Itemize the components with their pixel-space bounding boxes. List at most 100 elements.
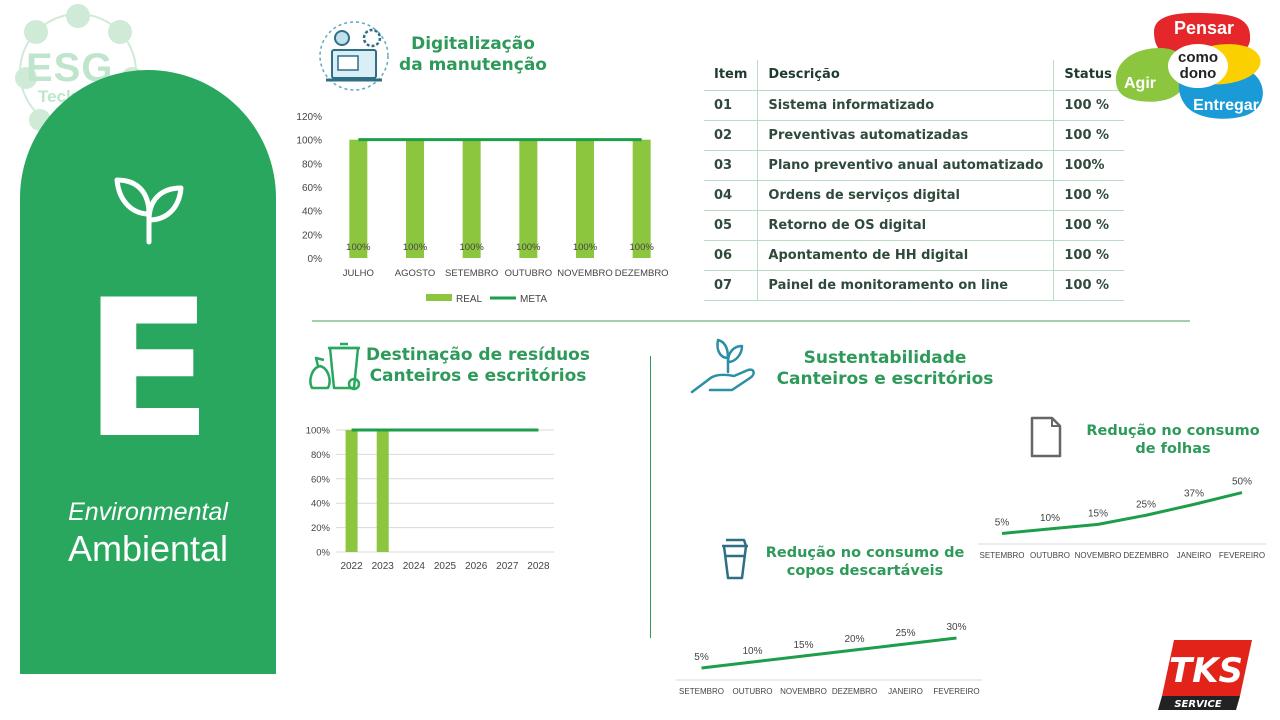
sustentabilidade-title: Sustentabilidade Canteiros e escritórios xyxy=(770,348,1000,391)
logo-como-text: como xyxy=(1178,49,1218,66)
tks-logo-name: TKS xyxy=(1169,651,1243,691)
point-data-label: 25% xyxy=(1136,499,1156,510)
vertical-divider xyxy=(650,356,651,638)
point-data-label: 15% xyxy=(1088,508,1108,519)
bar-real xyxy=(463,140,481,258)
y-tick-label: 100% xyxy=(296,136,322,147)
x-tick-label: OUTUBRO xyxy=(1030,551,1070,560)
banner-letter: E xyxy=(20,275,276,465)
x-tick-label: NOVEMBRO xyxy=(557,268,612,279)
residuos-title-line2: Canteiros e escritórios xyxy=(362,366,594,387)
table-cell-descricao: Ordens de serviços digital xyxy=(758,180,1054,210)
point-data-label: 20% xyxy=(844,634,864,645)
legend-real-label: REAL xyxy=(456,294,483,305)
table-cell-item: 01 xyxy=(704,90,758,120)
x-tick-label: 2027 xyxy=(496,561,519,572)
table-cell-descricao: Painel de monitoramento on line xyxy=(758,270,1054,300)
table-header-item: Item xyxy=(704,60,758,90)
bar-real xyxy=(349,140,367,258)
series-line xyxy=(702,638,957,668)
x-tick-label: 2022 xyxy=(340,561,363,572)
environmental-banner: E Environmental Ambiental xyxy=(20,70,276,674)
y-tick-label: 40% xyxy=(302,207,322,218)
sustentabilidade-title-line2: Canteiros e escritórios xyxy=(770,369,1000,390)
bar-data-label: 100% xyxy=(630,242,655,253)
x-tick-label: DEZEMBRO xyxy=(832,687,877,696)
sustentabilidade-title-line1: Sustentabilidade xyxy=(770,348,1000,369)
logo-pensar-text: Pensar xyxy=(1174,18,1234,38)
table-row: 05 Retorno de OS digital 100 % xyxy=(704,210,1124,240)
folhas-chart: 5% SETEMBRO 10% OUTUBRO 15% NOVEMBRO 25% DEZEMB… xyxy=(978,462,1268,562)
table-cell-descricao: Plano preventivo anual automatizado xyxy=(758,150,1054,180)
residuos-chart: 0% 20% 40% 60% 80% 100% 2022 2023 2024 2025 2026 20… xyxy=(300,418,562,578)
folhas-title-line1: Redução no consumo xyxy=(1080,422,1266,440)
tks-service-logo: TKS SERVICE xyxy=(1156,636,1256,712)
x-tick-label: OUTUBRO xyxy=(733,687,773,696)
y-tick-label: 40% xyxy=(311,499,331,510)
table-row: 01 Sistema informatizado 100 % xyxy=(704,90,1124,120)
logo-agir-text: Agir xyxy=(1124,75,1156,92)
table-row: 03 Plano preventivo anual automatizado 1… xyxy=(704,150,1124,180)
digitalizacao-table: Item Descrição Status 01 Sistema informa… xyxy=(704,60,1124,301)
series-line xyxy=(1002,493,1242,534)
x-tick-label: JANEIRO xyxy=(888,687,923,696)
table-cell-item: 03 xyxy=(704,150,758,180)
banner-english-label: Environmental xyxy=(20,498,276,527)
table-cell-item: 04 xyxy=(704,180,758,210)
table-header-row: Item Descrição Status xyxy=(704,60,1124,90)
point-data-label: 5% xyxy=(694,652,709,663)
table-cell-status: 100 % xyxy=(1054,120,1124,150)
x-tick-label: AGOSTO xyxy=(395,268,435,279)
bar-value xyxy=(346,430,358,552)
table-cell-item: 02 xyxy=(704,120,758,150)
table-row: 07 Painel de monitoramento on line 100 % xyxy=(704,270,1124,300)
hand-plant-icon xyxy=(690,334,760,396)
y-tick-label: 0% xyxy=(316,548,330,559)
y-tick-label: 120% xyxy=(296,112,322,123)
bar-data-label: 100% xyxy=(460,242,485,253)
sprout-icon xyxy=(113,174,185,246)
point-data-label: 30% xyxy=(946,622,966,633)
bar-real xyxy=(406,140,424,258)
paper-sheet-icon xyxy=(1028,416,1064,458)
folhas-title-line2: de folhas xyxy=(1080,440,1266,458)
legend-real-swatch xyxy=(426,294,452,301)
x-tick-label: SETEMBRO xyxy=(980,551,1025,560)
logo-dono-text: dono xyxy=(1180,65,1217,82)
x-tick-label: JANEIRO xyxy=(1177,551,1212,560)
point-data-label: 37% xyxy=(1184,488,1204,499)
x-tick-label: JULHO xyxy=(343,268,374,279)
point-data-label: 10% xyxy=(742,646,762,657)
digitalizacao-title-line2: da manutenção xyxy=(388,55,558,76)
y-tick-label: 20% xyxy=(311,523,331,534)
bar-data-label: 100% xyxy=(573,242,598,253)
x-tick-label: 2025 xyxy=(434,561,457,572)
table-row: 04 Ordens de serviços digital 100 % xyxy=(704,180,1124,210)
copos-chart: 5%SETEMBRO10%OUTUBRO15%NOVEMBRO20%DEZEMB… xyxy=(676,602,986,702)
tks-logo-tagline: SERVICE xyxy=(1174,699,1222,710)
x-tick-label: 2026 xyxy=(465,561,488,572)
y-tick-label: 0% xyxy=(308,254,323,265)
table-cell-descricao: Preventivas automatizadas xyxy=(758,120,1054,150)
bar-data-label: 100% xyxy=(403,242,428,253)
legend-meta-label: META xyxy=(520,294,547,305)
point-data-label: 5% xyxy=(995,517,1010,528)
digitalizacao-title: Digitalização da manutenção xyxy=(388,34,558,77)
table-header-descricao: Descrição xyxy=(758,60,1054,90)
x-tick-label: 2024 xyxy=(403,561,426,572)
x-tick-label: DEZEMBRO xyxy=(615,268,669,279)
bar-real xyxy=(519,140,537,258)
logo-entregar-text: Entregar xyxy=(1193,97,1259,114)
x-tick-label: SETEMBRO xyxy=(679,687,724,696)
bar-real xyxy=(633,140,651,258)
x-tick-label: 2023 xyxy=(372,561,395,572)
computer-gear-icon xyxy=(318,20,390,92)
bar-real xyxy=(576,140,594,258)
point-data-label: 25% xyxy=(895,628,915,639)
table-cell-item: 06 xyxy=(704,240,758,270)
horizontal-divider xyxy=(312,320,1190,322)
y-tick-label: 20% xyxy=(302,230,322,241)
bar-data-label: 100% xyxy=(516,242,541,253)
bar-data-label: 100% xyxy=(346,242,371,253)
table-cell-descricao: Apontamento de HH digital xyxy=(758,240,1054,270)
